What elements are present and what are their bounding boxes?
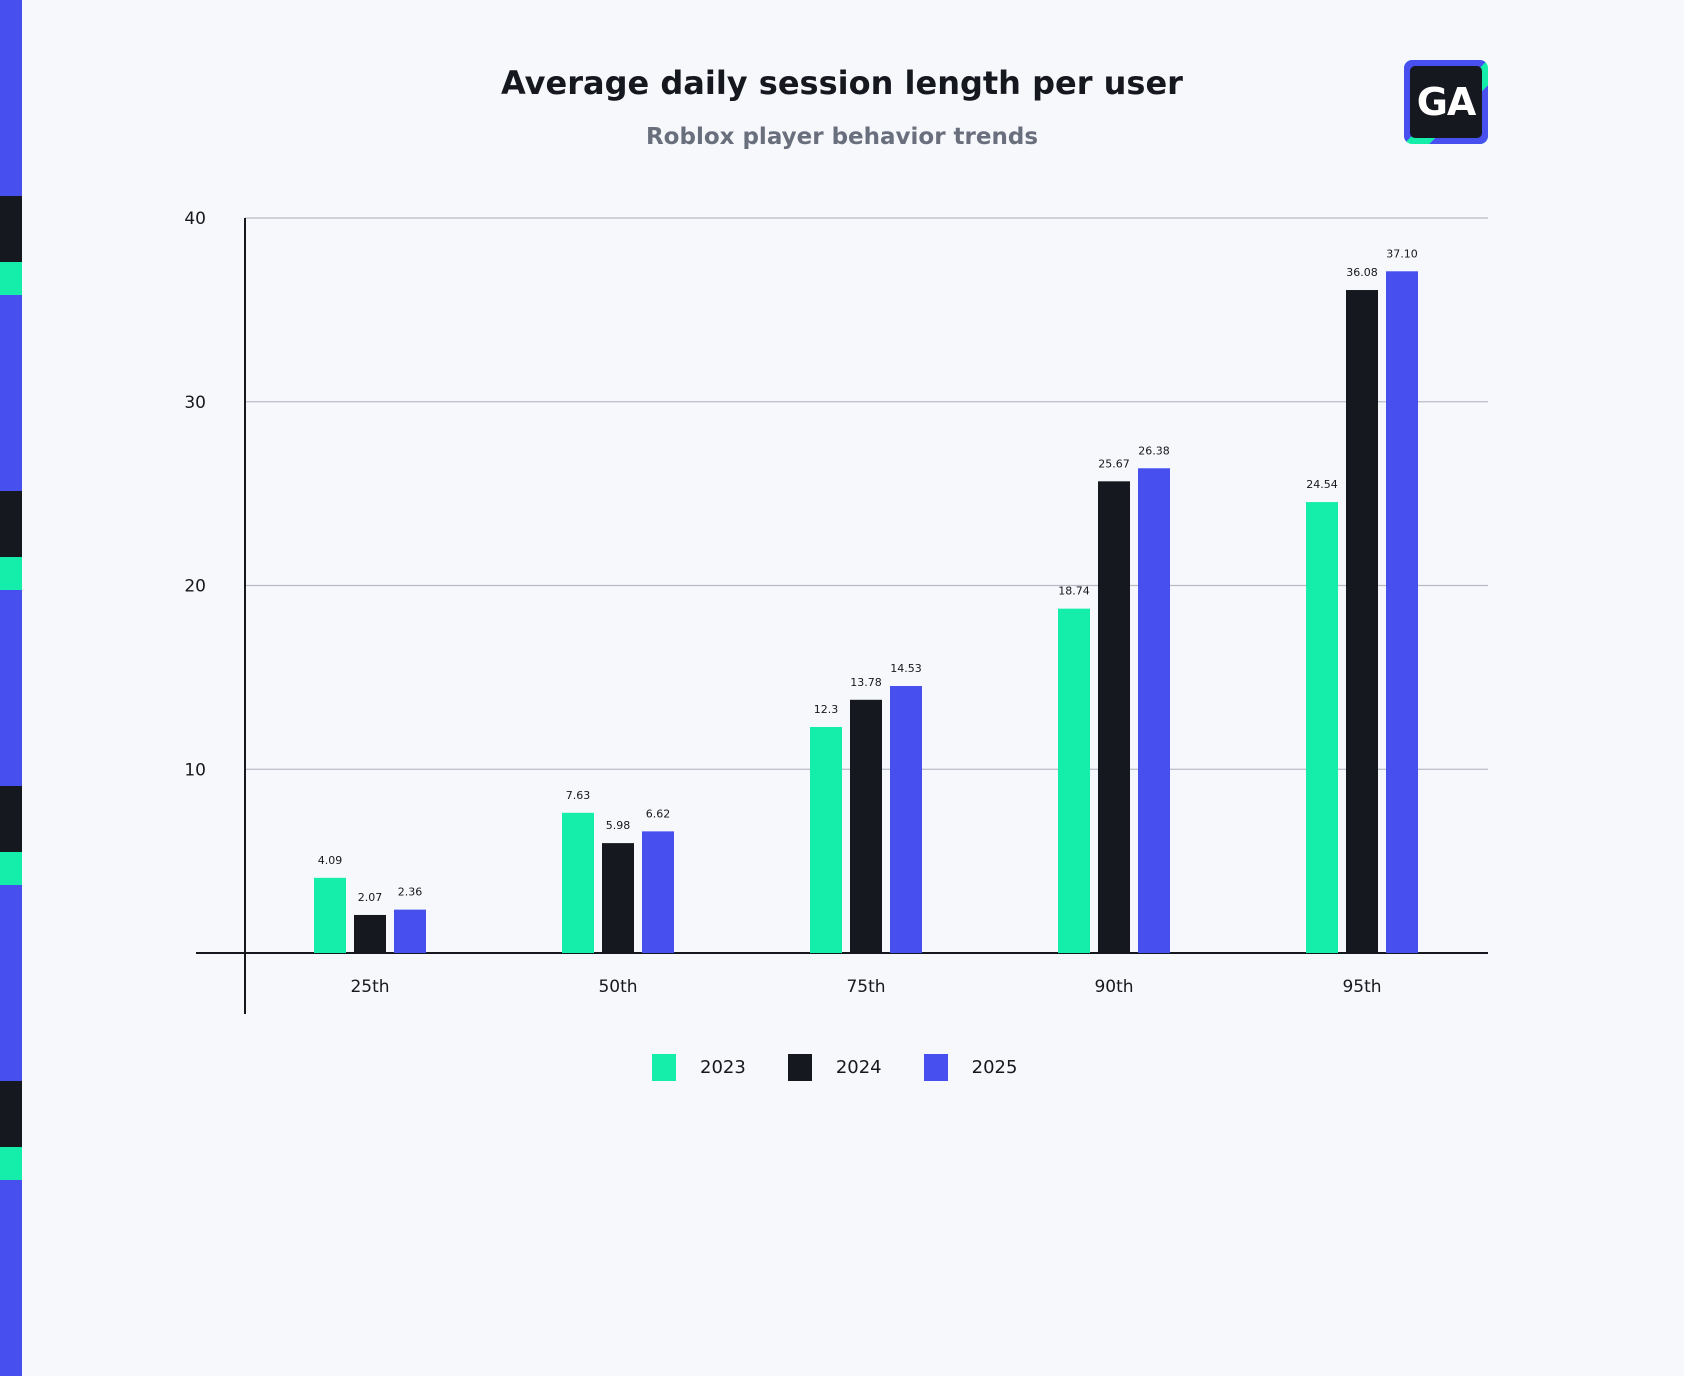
- bar-2024-95th: [1346, 290, 1378, 953]
- data-label: 12.3: [814, 703, 839, 716]
- data-label: 6.62: [646, 807, 671, 820]
- x-tick-label: 95th: [1342, 977, 1381, 997]
- legend-item-2024: 2024: [787, 1054, 882, 1081]
- bar-2023-75th: [810, 726, 842, 953]
- logo-text: GA: [1410, 66, 1482, 138]
- legend-label-2023: 2023: [700, 1057, 746, 1078]
- data-label: 24.54: [1306, 478, 1338, 491]
- y-tick-label: 30: [184, 393, 206, 413]
- bar-2024-25th: [354, 914, 386, 953]
- legend-item-2023: 2023: [652, 1054, 746, 1081]
- stripe-segment: [0, 196, 22, 262]
- data-label: 5.98: [606, 819, 631, 832]
- chart-subtitle: Roblox player behavior trends: [645, 124, 1039, 150]
- data-label: 25.67: [1098, 457, 1130, 470]
- legend-label-2024: 2024: [835, 1057, 882, 1078]
- bar-2025-90th: [1138, 468, 1170, 953]
- stripe-segment: [0, 262, 22, 295]
- bar-2023-95th: [1306, 502, 1338, 953]
- stripe-segment: [0, 1180, 22, 1376]
- y-tick-label: 20: [184, 577, 206, 597]
- stripe-segment: [0, 1147, 22, 1180]
- y-tick-label: 10: [184, 760, 206, 780]
- data-label: 2.36: [398, 886, 423, 899]
- data-label: 14.53: [890, 662, 922, 675]
- bar-2024-50th: [602, 843, 634, 953]
- bar-2025-95th: [1386, 271, 1418, 954]
- y-tick-label: 40: [184, 209, 206, 229]
- stripe-segment: [0, 1081, 22, 1147]
- legend-swatch-2024: [787, 1054, 812, 1081]
- stripe-segment: [0, 295, 22, 491]
- chart-title: Average daily session length per user: [501, 64, 1183, 102]
- stripe-segment: [0, 786, 22, 852]
- bar-2025-50th: [642, 831, 674, 953]
- legend-label-2025: 2025: [971, 1057, 1018, 1078]
- x-tick-label: 75th: [846, 977, 885, 997]
- bar-chart: 10 20 30 40 4.09 2.07 2.36 25th 7.63 5.98 6.62 50th…: [184, 209, 1488, 1014]
- chart-legend: 2023 2024 2025: [652, 1054, 1059, 1081]
- stripe-segment: [0, 590, 22, 786]
- data-label: 36.08: [1346, 266, 1378, 279]
- bar-2023-50th: [562, 812, 594, 953]
- ga-logo: GA: [1404, 60, 1488, 144]
- stripe-segment: [0, 885, 22, 1081]
- stripe-segment: [0, 0, 22, 196]
- x-tick-label: 25th: [350, 977, 389, 997]
- data-label: 37.10: [1386, 247, 1418, 260]
- data-label: 4.09: [318, 854, 343, 867]
- data-label: 7.63: [566, 789, 591, 802]
- bar-2023-90th: [1058, 608, 1090, 953]
- bar-2023-25th: [314, 877, 346, 953]
- data-label: 2.07: [358, 891, 383, 904]
- data-label: 26.38: [1138, 444, 1170, 457]
- stripe-segment: [0, 491, 22, 557]
- legend-item-2025: 2025: [923, 1054, 1018, 1081]
- bar-2024-75th: [850, 699, 882, 953]
- stripe-segment: [0, 852, 22, 885]
- x-tick-label: 50th: [598, 977, 637, 997]
- bar-2025-75th: [890, 686, 922, 953]
- data-label: 13.78: [850, 676, 882, 689]
- legend-swatch-2023: [652, 1054, 676, 1081]
- stripe-segment: [0, 557, 22, 590]
- data-label: 18.74: [1058, 585, 1090, 598]
- x-tick-label: 90th: [1094, 977, 1133, 997]
- bar-2024-90th: [1098, 481, 1130, 953]
- bar-2025-25th: [394, 909, 426, 953]
- legend-swatch-2025: [923, 1054, 948, 1081]
